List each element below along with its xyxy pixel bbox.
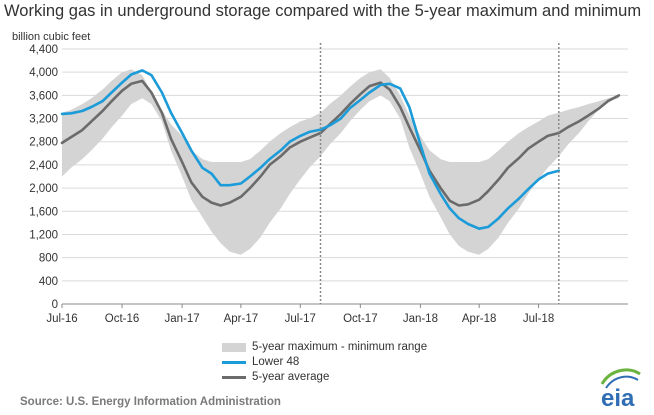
- x-tick-label: Jan-17: [165, 313, 200, 325]
- logo-swoosh-blue: [605, 375, 639, 389]
- y-tick-label: 800: [39, 253, 58, 265]
- series-range-band: [62, 69, 619, 255]
- legend-label-lower48: Lower 48: [252, 356, 300, 368]
- y-tick-label: 1,600: [29, 206, 58, 218]
- y-axis-unit-label: billion cubic feet: [12, 31, 90, 43]
- legend-label-avg: 5-year average: [252, 371, 330, 383]
- legend-label-range: 5-year maximum - minimum range: [252, 341, 428, 353]
- legend: 5-year maximum - minimum range Lower 48 …: [222, 340, 427, 385]
- series-line-5-year-average: [60, 79, 621, 207]
- y-tick-label: 1,200: [29, 229, 58, 241]
- y-tick-label: 2,800: [29, 137, 58, 149]
- series-line-lower-48: [60, 69, 561, 230]
- chart-svg: 0 400 800 1,200 1,600 2,000 2,400 2,800 3,200 3,6…: [12, 31, 628, 325]
- y-tick-label: 2,400: [29, 160, 58, 172]
- legend-item-avg: 5-year average: [222, 370, 427, 385]
- y-tick-label: 0: [52, 299, 58, 311]
- legend-item-lower48: Lower 48: [222, 355, 427, 370]
- x-tick-label: Jan-18: [403, 313, 438, 325]
- legend-swatch-avg: [222, 376, 246, 379]
- logo-text: eia: [601, 385, 635, 410]
- x-tick-label: Jul-18: [523, 313, 554, 325]
- x-tick-label: Apr-18: [462, 313, 497, 325]
- legend-swatch-lower48: [222, 361, 246, 364]
- range-band-layer: [62, 69, 619, 255]
- x-tick-label: Oct-16: [105, 313, 140, 325]
- legend-swatch-range: [222, 343, 246, 352]
- x-tick-label: Jul-16: [46, 313, 77, 325]
- y-tick-label: 2,000: [29, 183, 58, 195]
- source-note: Source: U.S. Energy Information Administ…: [20, 396, 281, 408]
- y-tick-label: 400: [39, 276, 58, 288]
- series-lines-layer: [60, 69, 621, 230]
- axes-layer: 0 400 800 1,200 1,600 2,000 2,400 2,800 3,200 3,6…: [29, 43, 628, 325]
- x-tick-label: Oct-17: [343, 313, 378, 325]
- logo-swoosh-green: [600, 368, 641, 385]
- y-tick-label: 3,200: [29, 114, 58, 126]
- chart-title: Working gas in underground storage compa…: [4, 2, 642, 20]
- eia-logo: eia: [600, 368, 641, 410]
- x-tick-label: Apr-17: [224, 313, 259, 325]
- legend-item-range: 5-year maximum - minimum range: [222, 340, 427, 355]
- x-tick-label: Jul-17: [285, 313, 316, 325]
- y-tick-label: 3,600: [29, 90, 58, 102]
- y-tick-label: 4,400: [29, 44, 58, 56]
- y-tick-label: 4,000: [29, 67, 58, 79]
